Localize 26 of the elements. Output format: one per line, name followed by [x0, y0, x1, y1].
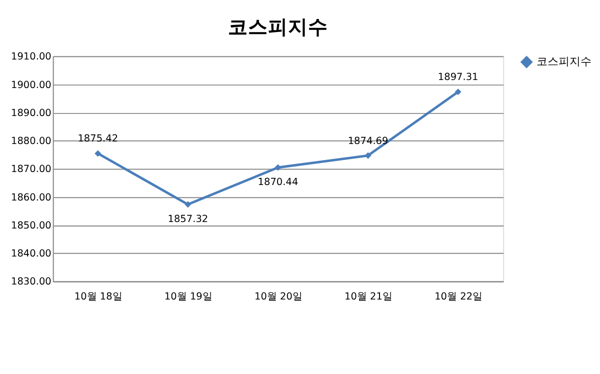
- y-tick-label: 1910.00: [10, 52, 52, 63]
- y-tick-label: 1900.00: [10, 80, 52, 91]
- y-tick-label: 1870.00: [10, 164, 52, 176]
- legend-label: 코스피지수: [536, 54, 592, 68]
- x-tick-label: 10월 20일: [254, 291, 302, 302]
- x-tick-label: 10월 22일: [434, 291, 483, 302]
- x-tick-label: 10월 18일: [74, 291, 122, 302]
- x-tick-label: 10월 19일: [164, 291, 212, 302]
- chart-title: 코스피지수: [228, 16, 328, 39]
- y-tick-label: 1850.00: [10, 220, 52, 232]
- point: [94, 150, 102, 157]
- point: [184, 201, 192, 208]
- data-label: 1870.44: [258, 177, 298, 188]
- x-tick-label: 10월 21일: [344, 291, 392, 302]
- point: [274, 164, 282, 171]
- data-label: 1857.32: [168, 214, 208, 226]
- data-label: 1874.69: [348, 136, 388, 147]
- y-tick-label: 1860.00: [10, 192, 52, 204]
- y-tick-label: 1840.00: [10, 248, 52, 260]
- point: [454, 88, 462, 96]
- data-label: 1875.42: [78, 134, 118, 145]
- y-tick-label: 1830.00: [10, 276, 52, 288]
- point: [364, 152, 372, 159]
- data-label: 1897.31: [438, 72, 478, 84]
- y-tick-label: 1890.00: [10, 108, 52, 119]
- y-tick-label: 1880.00: [10, 136, 52, 148]
